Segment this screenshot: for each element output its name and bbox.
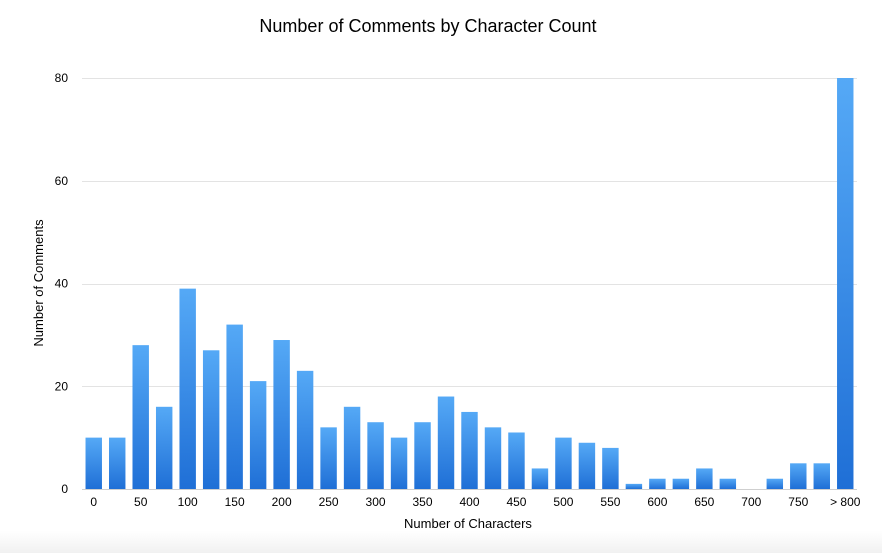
x-tick-label: 200 (272, 495, 292, 509)
bar (602, 447, 619, 489)
chart-title: Number of Comments by Character Count (259, 16, 596, 36)
y-tick-label: 80 (55, 71, 69, 85)
bar (508, 432, 525, 489)
bars (85, 78, 854, 489)
x-tick-label: 250 (319, 495, 339, 509)
x-tick-label: 600 (647, 495, 667, 509)
x-tick-label: 50 (134, 495, 148, 509)
bar (367, 422, 384, 489)
y-tick-label: 40 (55, 277, 69, 291)
x-tick-label: > 800 (830, 495, 861, 509)
bar (273, 340, 290, 489)
bar (437, 396, 455, 489)
bar (132, 345, 149, 489)
bar (109, 437, 126, 489)
bar (155, 406, 173, 489)
x-tick-label: 100 (178, 495, 198, 509)
bar (249, 381, 267, 489)
bar (320, 427, 337, 489)
x-tick-label: 400 (459, 495, 479, 509)
y-axis-label: Number of Comments (31, 219, 46, 347)
bar (85, 437, 102, 489)
x-axis-ticks: 0 50 100 150 200 250 300 350 400 450 500 550 600 650 7… (90, 495, 860, 509)
bar (625, 483, 643, 489)
y-tick-label: 0 (61, 482, 68, 496)
x-tick-label: 150 (225, 495, 245, 509)
x-tick-label: 300 (366, 495, 386, 509)
y-axis-ticks: 0 20 40 60 80 (55, 71, 69, 496)
y-tick-label: 20 (55, 379, 69, 393)
x-tick-label: 450 (506, 495, 526, 509)
bar (555, 437, 572, 489)
x-tick-label: 0 (90, 495, 97, 509)
y-tick-label: 60 (55, 174, 69, 188)
bar (461, 411, 478, 489)
bar (790, 463, 807, 489)
x-tick-label: 550 (600, 495, 620, 509)
bar (837, 78, 854, 489)
bar (179, 288, 196, 489)
x-tick-label: 350 (413, 495, 433, 509)
bar (531, 468, 549, 489)
bar (296, 370, 314, 489)
bar (578, 442, 596, 489)
bar (672, 478, 690, 489)
bar (766, 478, 784, 489)
x-tick-label: 700 (741, 495, 761, 509)
x-tick-label: 750 (788, 495, 808, 509)
bar (390, 437, 408, 489)
bar (202, 350, 220, 489)
bar (414, 422, 431, 489)
bar (226, 324, 243, 489)
bar (649, 478, 666, 489)
x-tick-label: 500 (553, 495, 573, 509)
bar (813, 463, 830, 489)
bar (343, 406, 361, 489)
x-axis-label: Number of Characters (404, 516, 532, 531)
bar (484, 427, 502, 489)
bar (719, 478, 737, 489)
bar (696, 468, 713, 489)
x-tick-label: 650 (694, 495, 714, 509)
